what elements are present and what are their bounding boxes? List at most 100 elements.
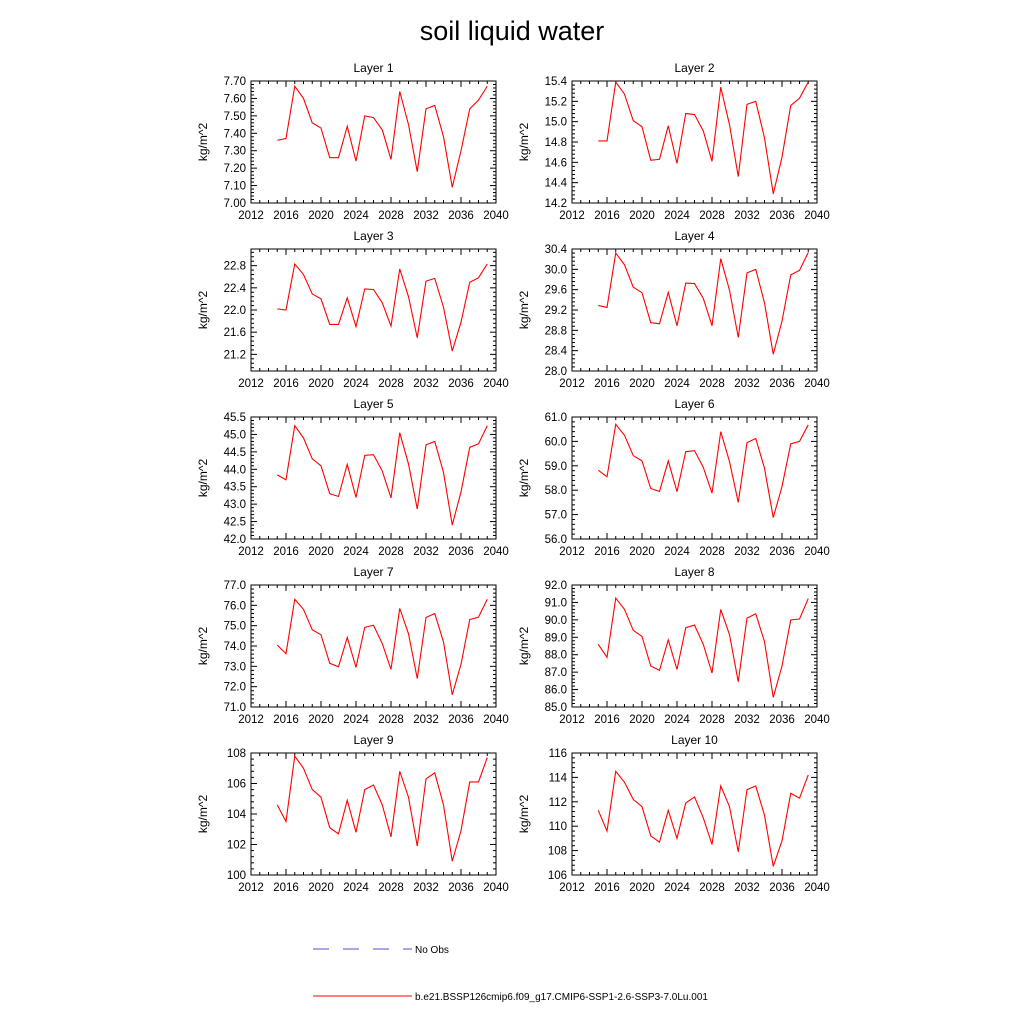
x-tick-label: 2012: [559, 210, 585, 222]
y-tick-label: 21.6: [224, 327, 246, 339]
y-tick-label: 22.8: [224, 261, 246, 273]
x-tick-label: 2020: [629, 378, 655, 390]
y-tick-label: 102: [227, 840, 246, 852]
panel-layer-9: Layer 9 2012 2016 2020 2024 2028 2032 2036 2040 1…: [196, 733, 509, 894]
x-tick-label: 2012: [559, 714, 585, 726]
x-tick-label: 2024: [664, 546, 690, 558]
x-tick-label: 2024: [343, 546, 369, 558]
x-tick-label: 2016: [273, 378, 299, 390]
x-tick-label: 2032: [734, 882, 760, 894]
x-tick-label: 2028: [378, 210, 404, 222]
panel-layer-6: Layer 6 2012 2016 2020 2024 2028 2032 2036 2040 5…: [517, 397, 830, 558]
legend-label-no-obs: No Obs: [415, 945, 449, 956]
panel-title-layer-2: Layer 2: [674, 61, 714, 75]
panel-grid: Layer 1 2012 2016 2020 2024 2028 2032 2036 2040 7…: [196, 61, 830, 894]
y-tick-label: 7.20: [224, 163, 246, 175]
y-tick-label: 92.0: [545, 580, 567, 592]
panel-title-layer-6: Layer 6: [674, 397, 714, 411]
y-tick-label: 14.8: [545, 137, 567, 149]
x-tick-label: 2020: [629, 546, 655, 558]
y-tick-label: 72.0: [224, 682, 246, 694]
x-tick-label: 2028: [378, 882, 404, 894]
series-line: [598, 80, 809, 194]
x-tick-label: 2012: [559, 546, 585, 558]
y-tick-label: 7.00: [224, 198, 246, 210]
y-tick-label: 30.4: [545, 244, 568, 256]
x-tick-label: 2012: [238, 546, 264, 558]
x-tick-label: 2020: [308, 378, 334, 390]
plot-frame: [571, 248, 818, 372]
x-tick-label: 2040: [483, 714, 509, 726]
x-tick-label: 2040: [483, 210, 509, 222]
y-tick-label: 108: [227, 748, 246, 760]
y-tick-label: 7.60: [224, 93, 246, 105]
y-tick-label: 106: [548, 870, 567, 882]
series-line: [277, 262, 488, 352]
y-axis-label: kg/m^2: [196, 459, 210, 498]
x-tick-label: 2036: [769, 210, 795, 222]
x-tick-label: 2016: [594, 714, 620, 726]
x-tick-label: 2036: [448, 378, 474, 390]
series-line: [597, 423, 809, 518]
x-tick-label: 2024: [343, 882, 369, 894]
y-tick-label: 30.0: [545, 264, 567, 276]
x-tick-label: 2036: [448, 714, 474, 726]
plot-frame: [571, 416, 818, 540]
panel-title-layer-1: Layer 1: [353, 61, 393, 75]
x-tick-label: 2016: [594, 546, 620, 558]
x-tick-label: 2036: [448, 882, 474, 894]
x-tick-label: 2016: [273, 210, 299, 222]
x-tick-label: 2012: [238, 714, 264, 726]
x-tick-label: 2028: [378, 546, 404, 558]
x-tick-label: 2036: [769, 714, 795, 726]
x-tick-label: 2032: [734, 546, 760, 558]
x-tick-label: 2012: [238, 882, 264, 894]
y-tick-label: 90.0: [545, 615, 567, 627]
y-tick-label: 59.0: [545, 461, 567, 473]
x-tick-label: 2024: [664, 714, 690, 726]
x-tick-label: 2036: [769, 378, 795, 390]
y-tick-label: 88.0: [545, 650, 567, 662]
x-tick-label: 2024: [343, 714, 369, 726]
y-tick-label: 42.0: [224, 534, 246, 546]
y-tick-label: 44.0: [224, 464, 246, 476]
y-tick-label: 45.5: [224, 412, 246, 424]
y-tick-label: 114: [549, 772, 568, 784]
panel-layer-10: Layer 10 2012 2016 2020 2024 2028 2032 2036 2040…: [517, 733, 830, 894]
y-tick-label: 7.30: [224, 146, 246, 158]
plot-frame: [571, 80, 818, 204]
y-tick-label: 71.0: [224, 702, 246, 714]
x-tick-label: 2040: [804, 882, 830, 894]
x-tick-label: 2036: [448, 210, 474, 222]
x-tick-label: 2028: [699, 378, 725, 390]
x-tick-label: 2024: [343, 210, 369, 222]
panel-layer-1: Layer 1 2012 2016 2020 2024 2028 2032 2036 2040 7…: [196, 61, 509, 222]
x-tick-label: 2028: [378, 714, 404, 726]
x-tick-label: 2032: [413, 714, 439, 726]
x-tick-label: 2024: [664, 378, 690, 390]
x-tick-label: 2024: [664, 210, 690, 222]
legend: No Obs b.e21.BSSP126cmip6.f09_g17.CMIP6-…: [313, 945, 708, 1003]
x-tick-label: 2040: [804, 210, 830, 222]
panel-title-layer-7: Layer 7: [353, 565, 393, 579]
series-line: [597, 596, 809, 698]
y-tick-label: 43.5: [224, 482, 246, 494]
y-tick-label: 7.10: [224, 181, 246, 193]
y-axis-label: kg/m^2: [517, 459, 531, 498]
y-tick-label: 45.0: [224, 429, 246, 441]
x-tick-label: 2020: [629, 714, 655, 726]
panel-title-layer-5: Layer 5: [353, 397, 393, 411]
y-tick-label: 7.70: [224, 76, 246, 88]
x-tick-label: 2012: [559, 378, 585, 390]
x-tick-label: 2032: [734, 210, 760, 222]
y-tick-label: 76.0: [224, 600, 246, 612]
y-axis-label: kg/m^2: [517, 795, 531, 834]
y-axis-label: kg/m^2: [517, 123, 531, 162]
series-line: [597, 769, 809, 867]
panel-layer-8: Layer 8 2012 2016 2020 2024 2028 2032 2036 2040 8…: [517, 565, 830, 726]
x-tick-label: 2028: [699, 714, 725, 726]
y-tick-label: 14.2: [545, 198, 567, 210]
y-tick-label: 60.0: [545, 436, 567, 448]
y-tick-label: 87.0: [545, 667, 567, 679]
x-tick-label: 2016: [594, 210, 620, 222]
